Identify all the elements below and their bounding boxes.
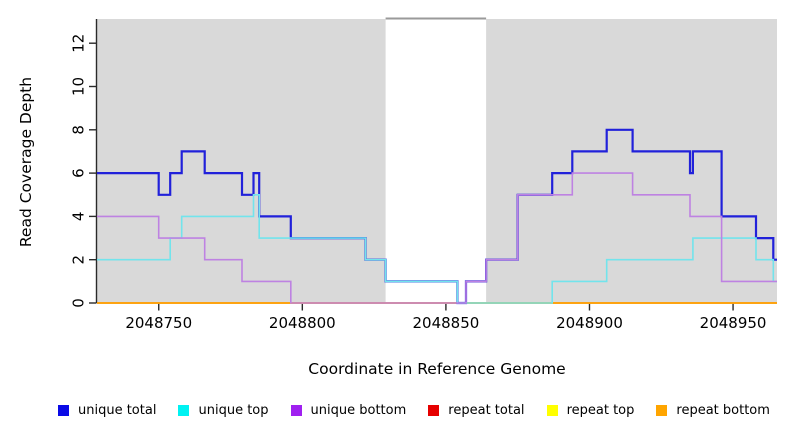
y-tick-label: 10 [70, 77, 88, 96]
x-tick-label: 2048800 [269, 314, 336, 332]
y-axis-label: Read Coverage Depth [17, 76, 35, 248]
legend-label: unique top [198, 402, 269, 418]
legend-swatch [178, 404, 190, 416]
y-tick-label: 4 [70, 212, 88, 222]
legend: unique total unique top unique bottom repea… [58, 399, 770, 421]
legend-label: repeat top [566, 402, 635, 418]
legend-item-repeat-top: repeat top [546, 402, 635, 418]
legend-item-unique-bottom: unique bottom [290, 402, 407, 418]
y-tick-label: 0 [70, 298, 88, 308]
x-axis-label: Coordinate in Reference Genome [308, 360, 566, 378]
x-tick-label: 2048900 [556, 314, 623, 332]
legend-swatch [428, 404, 440, 416]
legend-swatch [58, 404, 69, 416]
legend-item-repeat-bottom: repeat bottom [656, 403, 770, 418]
y-tick-label: 8 [70, 125, 88, 135]
legend-item-repeat-total: repeat total [428, 402, 525, 418]
legend-label: unique total [78, 402, 157, 418]
legend-swatch [290, 404, 302, 416]
legend-swatch [656, 404, 668, 416]
legend-label: repeat total [448, 402, 525, 418]
coverage-plot-area: 0 2 4 6 8 10 12 2048750 2048800 2048850 2048900 204… [69, 15, 777, 332]
x-tick-label: 2048950 [700, 314, 767, 332]
legend-swatch [546, 404, 558, 416]
series-unique-bottom [97, 172, 777, 304]
highlight-band [385, 15, 487, 303]
series-unique-top [97, 194, 777, 304]
y-tick-label: 12 [70, 34, 88, 53]
x-tick-label: 2048850 [412, 314, 479, 332]
x-tick-label: 2048750 [125, 314, 192, 332]
legend-label: unique bottom [310, 402, 407, 418]
coverage-plot: 0 2 4 6 8 10 12 2048750 2048800 2048850 2048900 204… [69, 15, 777, 332]
y-tick-label: 2 [70, 255, 88, 265]
legend-item-unique-top: unique top [178, 402, 269, 418]
legend-item-unique-total: unique total [58, 403, 156, 418]
legend-label: repeat bottom [676, 402, 770, 418]
y-tick-label: 6 [70, 168, 88, 178]
